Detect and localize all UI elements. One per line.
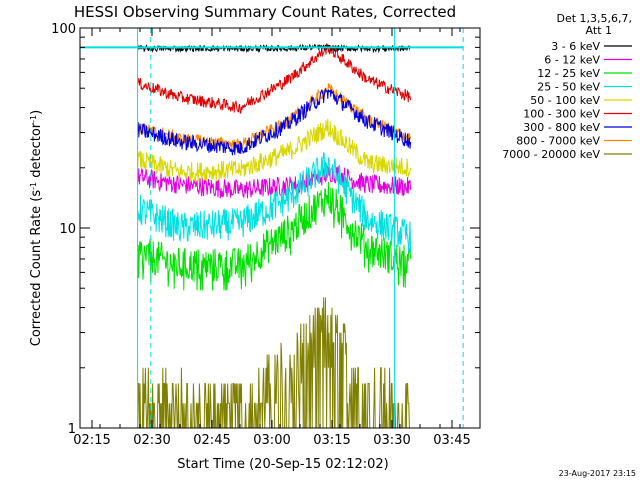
legend-label: 3 - 6 keV xyxy=(551,40,600,53)
series-line-100-300-kev xyxy=(137,43,412,114)
series-line-7000-20000-kev xyxy=(137,297,411,429)
x-tick-label: 03:15 xyxy=(313,433,350,448)
y-axis-label-main: Corrected Count Rate (s xyxy=(29,190,44,347)
y-tick-label: 100 xyxy=(51,22,76,37)
x-axis-label: Start Time (20-Sep-15 02:12:02) xyxy=(177,457,388,472)
x-tick-label: 02:45 xyxy=(193,433,230,448)
series-line-50-100-kev xyxy=(137,118,412,183)
x-tick-label: 03:30 xyxy=(373,433,410,448)
legend-label: 300 - 800 keV xyxy=(523,121,600,134)
chart-title: HESSI Observing Summary Count Rates, Cor… xyxy=(74,3,456,21)
y-axis-label-end: ) xyxy=(29,110,44,115)
x-tick-label: 03:45 xyxy=(433,433,470,448)
y-axis-label-sup2: -1 xyxy=(29,115,38,123)
legend-header-line: Att 1 xyxy=(586,24,612,37)
legend-label: 7000 - 20000 keV xyxy=(502,148,600,161)
y-axis-label-mid: detector xyxy=(29,122,44,182)
y-axis-label-sup1: -1 xyxy=(29,182,38,190)
series-line-6-12-kev xyxy=(137,165,412,199)
x-tick-label: 02:15 xyxy=(73,433,110,448)
legend-label: 800 - 7000 keV xyxy=(516,135,600,148)
plot-data-area xyxy=(80,28,464,429)
axes: 02:15 02:30 02:45 03:00 03:15 03:30 03:45 1 10 10… xyxy=(51,22,481,448)
y-tick-label: 1 xyxy=(68,422,76,437)
legend-label: 100 - 300 keV xyxy=(523,108,600,121)
legend-label: 50 - 100 keV xyxy=(530,94,600,107)
x-tick-label: 03:00 xyxy=(253,433,290,448)
legend-label: 12 - 25 keV xyxy=(537,67,600,80)
series-line-12-25-kev xyxy=(137,181,412,291)
x-tick-label: 02:30 xyxy=(133,433,170,448)
footer-timestamp: 23-Aug-2017 23:15 xyxy=(559,469,636,478)
legend-header-line: Det 1,3,5,6,7, xyxy=(556,12,632,25)
series-line-300-800-kev xyxy=(137,87,412,156)
legend-label: 25 - 50 keV xyxy=(537,81,600,94)
series-line-25-50-kev xyxy=(137,151,412,253)
series-line-3-6-kev xyxy=(137,43,412,54)
y-tick-label: 10 xyxy=(59,222,76,237)
y-axis-label: Corrected Count Rate (s-1 detector-1) xyxy=(29,110,45,346)
legend-label: 6 - 12 keV xyxy=(544,54,600,67)
